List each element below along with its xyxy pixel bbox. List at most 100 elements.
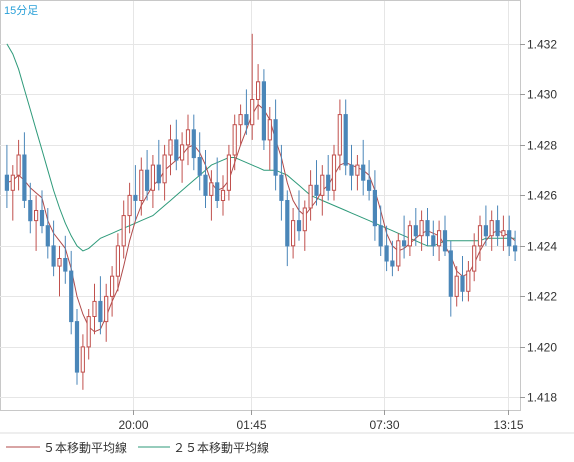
candle [402,215,407,259]
candle-body-down [279,174,284,201]
candle-body-up [501,230,506,237]
candle-body-up [419,220,424,237]
candle-body-up [10,174,15,191]
candle-body-up [121,215,126,247]
candle-body-down [367,179,372,191]
candle-body-down [4,174,10,191]
candle [220,175,226,216]
candle-body-down [174,139,179,161]
candle-body-down [460,275,465,292]
x-tick-label-1: 01:45 [236,418,266,432]
candle [396,233,401,272]
candle [115,233,121,292]
candle-body-up [16,154,21,176]
candle [185,114,191,166]
ma25-series [6,43,516,252]
candle-body-up [396,240,401,267]
legend-label-ma5: ５本移動平均線 [43,440,127,455]
candle [285,190,290,267]
candle [10,165,15,221]
candle [209,170,214,221]
candle [483,205,488,246]
candle [361,139,366,196]
candle-body-down [314,184,319,196]
candle [45,208,50,259]
candle [367,160,372,201]
candle [133,165,138,221]
candle-body-up [220,189,226,201]
candle [191,114,196,171]
candle-body-up [256,81,261,101]
ma25-line [6,43,516,252]
candle-body-up [320,174,325,196]
candle-body-down [63,258,68,272]
candle [69,250,74,335]
candle [355,155,360,191]
candle [51,220,56,277]
candle-body-up [232,124,237,156]
candle [513,230,518,261]
candle-body-down [378,225,383,247]
candle-body-down [22,154,27,201]
candle [442,215,448,256]
candle [477,215,483,261]
candle-body-up [466,270,471,292]
candle-body-down [45,225,50,247]
candle [326,155,331,201]
candle-body-up [92,300,97,317]
candle [372,170,377,241]
candle-body-down [349,164,354,176]
candle-body-up [57,258,62,267]
candle-body-down [513,245,518,252]
x-tick-label-3: 13:15 [493,418,523,432]
candle [507,215,512,256]
candle [16,139,21,191]
candle [39,190,45,234]
candle-body-down [197,157,202,176]
candle-body-down [361,164,366,181]
candle-body-down [39,210,45,227]
candle-body-up [238,114,243,126]
candle-body-down [191,129,196,159]
candle [378,205,383,256]
candle-body-up [86,316,91,348]
candle-body-down [326,174,331,191]
candle-body-down [431,235,436,247]
candle-body-down [402,240,407,247]
candle-body-down [285,200,290,247]
candle-body-up [168,139,173,156]
candle-body-down [98,300,103,323]
candle [57,245,62,297]
candle-body-up [407,225,412,247]
candle [501,215,506,251]
candle [34,195,39,251]
candle-body-down [69,270,74,323]
candle [273,99,278,191]
candle [390,240,395,277]
candle-body-up [250,99,255,126]
x-tick-label-2: 07:30 [369,418,399,432]
candle-body-down [156,164,161,184]
candle-body-down [483,225,488,237]
candle [139,157,144,216]
candle-body-up [489,220,494,237]
candle-body-up [139,169,144,201]
candle-body-down [413,225,418,237]
candle [80,334,85,390]
candle [197,132,202,191]
candle [261,69,266,150]
candle-body-up [337,114,342,156]
y-axis: 1.418 1.420 1.422 1.424 1.426 1.428 1.430 1.432 [520,38,557,405]
candle-body-down [261,81,266,141]
candle-body-down [51,245,56,267]
candle-body-down [203,174,208,196]
candle-body-up [104,295,109,323]
candle-body-up [331,154,337,191]
legend: ５本移動平均線 ２５本移動平均線 [6,440,269,455]
candle [308,170,313,221]
candle-body-up [302,207,307,232]
candle-body-up [34,210,39,222]
candle [256,64,261,120]
candle-body-up [267,119,272,141]
y-tick-label-6: 1.430 [527,88,557,102]
